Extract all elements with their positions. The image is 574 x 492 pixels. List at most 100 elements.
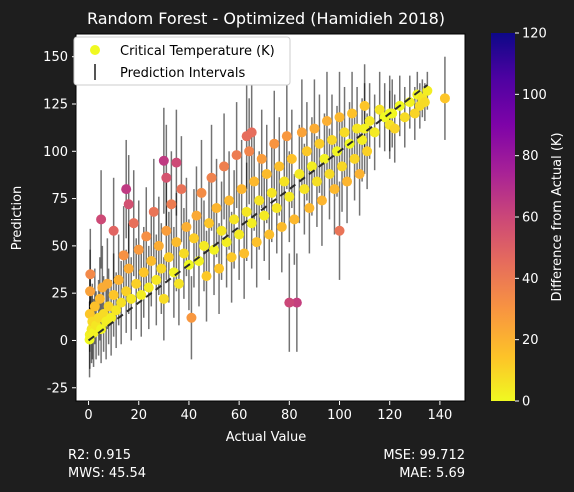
data-point (85, 286, 96, 297)
data-point (354, 168, 365, 179)
data-point (269, 138, 280, 149)
data-point (409, 108, 420, 119)
data-point (188, 233, 199, 244)
data-point (276, 221, 287, 232)
data-point (178, 248, 189, 259)
y-tick-label: 125 (43, 97, 68, 112)
data-point (301, 146, 312, 157)
data-point (256, 153, 267, 164)
x-tick-label: 20 (130, 408, 147, 423)
data-point (128, 218, 139, 229)
data-point (332, 146, 343, 157)
data-point (271, 203, 282, 214)
data-point (214, 263, 225, 274)
x-tick-label: 80 (281, 408, 298, 423)
legend-label-intervals: Prediction Intervals (120, 66, 245, 81)
data-point (216, 225, 227, 236)
data-point (121, 184, 132, 195)
data-point (236, 184, 247, 195)
r2-stat: R2: 0.915 (68, 448, 132, 463)
data-point (316, 195, 327, 206)
data-point (196, 187, 207, 198)
data-point (102, 278, 113, 289)
data-point (389, 123, 400, 134)
data-point (85, 269, 96, 280)
x-tick-label: 140 (427, 408, 452, 423)
data-point (324, 168, 335, 179)
data-point (108, 225, 119, 236)
data-point (88, 327, 99, 338)
data-point (181, 221, 192, 232)
y-axis-ticks: -25 0 25 50 75 100 125 150 (43, 50, 76, 396)
data-point (131, 278, 142, 289)
data-point (359, 100, 370, 111)
data-point (158, 293, 169, 304)
mae-stat: MAE: 5.69 (399, 466, 465, 481)
data-point (176, 184, 187, 195)
data-point (141, 231, 152, 242)
data-point (249, 176, 260, 187)
data-point (191, 210, 202, 221)
data-point (294, 168, 305, 179)
data-point (158, 155, 169, 166)
data-point (171, 157, 182, 168)
data-point (136, 290, 147, 301)
y-tick-label: -25 (47, 381, 68, 396)
data-point (311, 176, 322, 187)
mse-stat: MSE: 99.712 (383, 448, 465, 463)
data-point (224, 195, 235, 206)
data-point (334, 225, 345, 236)
data-point (357, 134, 368, 145)
colorbar-label: Difference from Actual (K) (550, 132, 565, 301)
data-point (304, 203, 315, 214)
data-point (166, 199, 177, 210)
x-tick-label: 40 (181, 408, 198, 423)
colorbar-tick-label: 20 (522, 333, 539, 348)
colorbar-tick-label: 120 (522, 27, 547, 42)
colorbar (491, 33, 515, 401)
data-point (171, 237, 182, 248)
data-point (108, 290, 119, 301)
y-tick-label: 0 (60, 334, 68, 349)
data-point (221, 237, 232, 248)
data-point (251, 237, 262, 248)
data-point (146, 256, 157, 267)
data-point (326, 134, 337, 145)
data-point (133, 244, 144, 255)
data-point (309, 123, 320, 134)
data-point (84, 308, 95, 319)
data-point (274, 161, 285, 172)
y-axis-label: Prediction (10, 186, 25, 251)
data-point (289, 214, 300, 225)
data-point (291, 297, 302, 308)
x-tick-label: 100 (327, 408, 352, 423)
x-tick-label: 0 (84, 408, 92, 423)
data-point (374, 104, 385, 115)
data-point (173, 278, 184, 289)
colorbar-tick-label: 0 (522, 395, 530, 410)
data-point (143, 282, 154, 293)
data-point (219, 161, 230, 172)
data-point (239, 248, 250, 259)
data-point (281, 131, 292, 142)
plot-frame (75, 33, 466, 402)
x-tick-label: 120 (377, 408, 402, 423)
data-point (161, 172, 172, 183)
y-tick-label: 75 (51, 192, 68, 207)
data-point (399, 112, 410, 123)
legend-label-temperature: Critical Temperature (K) (120, 44, 275, 59)
data-point (337, 161, 348, 172)
data-point (342, 176, 353, 187)
data-point (329, 184, 340, 195)
data-point (246, 127, 257, 138)
data-point (163, 252, 174, 263)
data-point (246, 218, 257, 229)
chart-title: Random Forest - Optimized (Hamidieh 2018… (87, 9, 445, 28)
data-point (156, 263, 167, 274)
data-point (319, 153, 330, 164)
data-point (123, 199, 134, 210)
data-point (126, 293, 137, 304)
data-point (419, 97, 430, 108)
data-point (226, 252, 237, 263)
data-point (362, 146, 373, 157)
